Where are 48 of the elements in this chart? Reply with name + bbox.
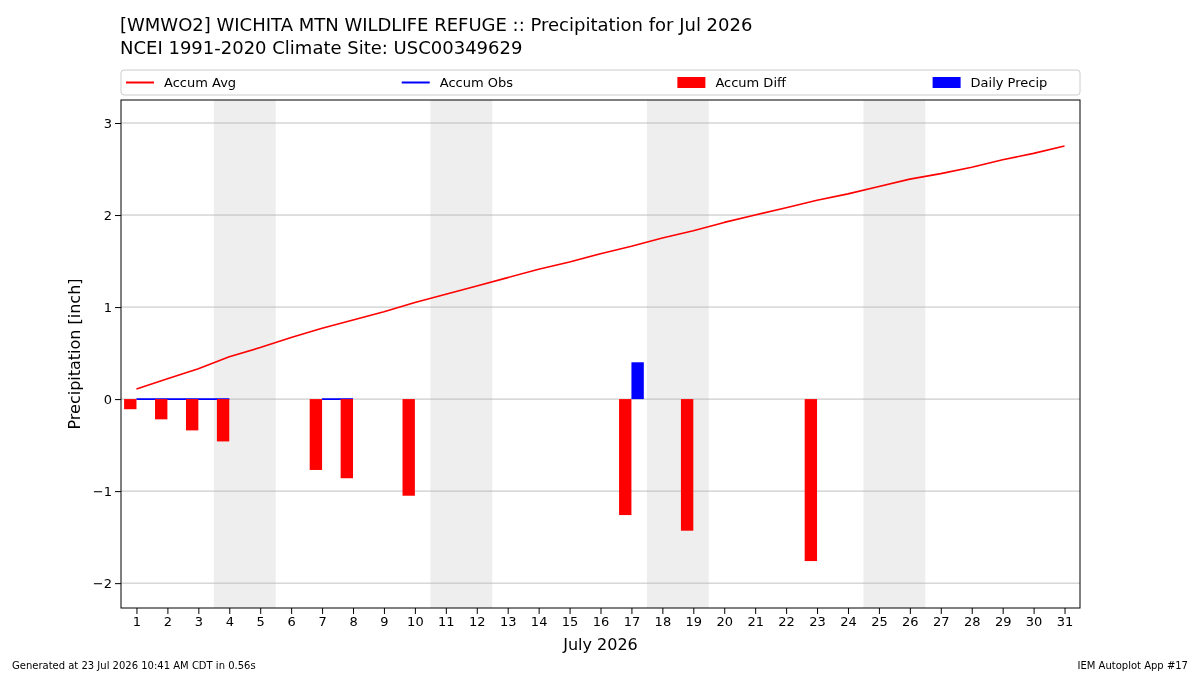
x-tick-label: 27 [933, 614, 950, 630]
legend-label: Accum Diff [715, 75, 787, 90]
y-tick-label: −2 [92, 575, 112, 591]
x-tick-label: 13 [499, 614, 517, 630]
x-tick-label: 8 [349, 614, 358, 630]
line-series [135, 145, 1066, 390]
x-tick-label: 6 [287, 614, 296, 630]
text: IEM Autoplot App #17 [1077, 660, 1188, 671]
x-tick-label: 22 [778, 614, 795, 630]
legend-label: Accum Obs [439, 75, 514, 90]
x-tick-label: 16 [592, 614, 610, 630]
chart-title: [WMWO2] WICHITA MTN WILDLIFE REFUGE :: Precipitation for Jul 2026 [120, 14, 753, 35]
y-tick-label: 1 [103, 299, 112, 315]
y-tick-label: −1 [92, 483, 112, 499]
x-tick-label: 18 [654, 614, 672, 630]
x-tick-label: 30 [1025, 614, 1043, 630]
x-tick-label: 4 [225, 614, 234, 630]
x-tick-label: 23 [809, 614, 826, 630]
x-tick-label: 12 [468, 614, 486, 630]
x-tick-label: 11 [438, 614, 455, 630]
x-tick-label: 10 [407, 614, 424, 630]
chart-subtitle: NCEI 1991-2020 Climate Site: USC00349629 [120, 37, 523, 58]
x-tick-label: 21 [747, 614, 764, 630]
x-tick-label: 29 [994, 614, 1012, 630]
x-tick-label: 24 [840, 614, 857, 630]
text: Generated at 23 Jul 2026 10:41 AM CDT in 0.56s [12, 660, 256, 671]
x-tick-label: 2 [163, 614, 173, 630]
y-tick-label: 0 [103, 391, 112, 407]
x-tick-label: 31 [1056, 614, 1074, 630]
legend-label: Daily Precip [970, 75, 1048, 90]
x-tick-label: 15 [561, 614, 579, 630]
x-tick-label: 26 [902, 614, 919, 630]
x-tick-label: 3 [194, 614, 203, 630]
y-tick-label: 3 [103, 115, 112, 131]
x-tick-label: 20 [716, 614, 734, 630]
x-tick-label: 17 [623, 614, 641, 630]
y-tick-label: 2 [103, 207, 112, 223]
x-tick-label: 28 [963, 614, 981, 630]
x-tick-label: 14 [530, 614, 548, 630]
x-tick-label: 7 [318, 614, 327, 630]
x-tick-label: 19 [685, 614, 703, 630]
x-tick-label: 25 [871, 614, 888, 630]
x-tick-label: 1 [132, 614, 142, 630]
x-tick-label: 5 [256, 614, 265, 630]
y-axis-title: Precipitation [inch] [65, 278, 84, 430]
x-axis-title: July 2026 [562, 635, 638, 654]
x-tick-label: 9 [380, 614, 389, 630]
legend-label: Accum Avg [164, 75, 237, 90]
